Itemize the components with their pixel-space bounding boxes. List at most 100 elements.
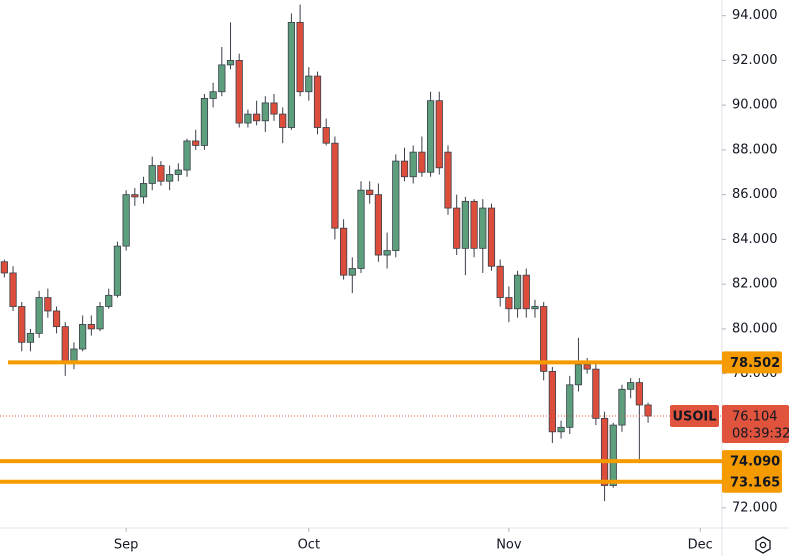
- symbol-box: [670, 405, 719, 428]
- y-tick-label: 72.000: [732, 500, 778, 515]
- candle-body: [313, 75, 322, 128]
- candle-body: [139, 183, 148, 198]
- candle-body: [635, 382, 643, 406]
- candle-body: [244, 113, 252, 124]
- candle-body: [9, 272, 17, 307]
- level-label: 74.090: [730, 455, 780, 470]
- settings-button[interactable]: [755, 536, 771, 554]
- candle-body: [531, 306, 539, 310]
- candle-body: [496, 265, 504, 298]
- candle-body: [209, 91, 217, 99]
- candle-body: [131, 194, 139, 198]
- candle-body: [470, 200, 478, 249]
- candle-body: [644, 404, 652, 417]
- candle-body: [426, 100, 435, 173]
- candle-body: [166, 174, 174, 182]
- countdown-label: 08:39:32: [732, 427, 789, 442]
- y-tick-label: 94.000: [732, 8, 778, 23]
- candle-body: [253, 113, 261, 122]
- level-label-box: [722, 470, 782, 493]
- candle-body: [122, 194, 130, 247]
- candle-body: [566, 384, 574, 428]
- candle-body: [479, 207, 487, 249]
- x-tick-label: Oct: [298, 538, 320, 553]
- candle-body: [444, 151, 452, 209]
- candle-body: [296, 21, 304, 93]
- candle-body: [392, 160, 400, 251]
- y-tick-label: 88.000: [732, 142, 778, 157]
- settings-icon-center: [759, 541, 767, 549]
- candle-body: [235, 60, 243, 124]
- candle-body: [574, 364, 583, 386]
- candle-body: [331, 142, 339, 229]
- candle-body: [322, 127, 330, 144]
- candle-body: [609, 424, 617, 486]
- symbol-label: USOIL: [672, 410, 716, 425]
- candle-body: [513, 274, 522, 310]
- y-tick-label: 80.000: [732, 321, 778, 336]
- candle-body: [583, 364, 591, 370]
- candle-body: [148, 165, 156, 184]
- candle-body: [557, 426, 565, 433]
- candle-body: [61, 326, 69, 363]
- candle-body: [96, 306, 104, 330]
- candle-body: [157, 165, 165, 182]
- candle-body: [453, 207, 461, 249]
- candle-body: [0, 261, 8, 274]
- last-price-label: 76.104: [732, 410, 778, 425]
- candle-body: [305, 75, 313, 93]
- candle-body: [592, 368, 600, 419]
- candle-body: [627, 382, 635, 390]
- y-tick-label: 90.000: [732, 98, 778, 113]
- y-tick-label: 84.000: [732, 232, 778, 247]
- candle-body: [409, 151, 417, 178]
- candle-body: [618, 388, 626, 426]
- candle-body: [487, 207, 496, 267]
- candle-body: [522, 274, 530, 310]
- candle-body: [174, 169, 182, 175]
- candle-body: [183, 140, 191, 171]
- candle-body: [366, 189, 374, 196]
- candle-body: [261, 102, 269, 122]
- candle-body: [26, 332, 35, 343]
- x-tick-label: Sep: [114, 538, 139, 553]
- candle-body: [105, 294, 113, 307]
- candle-body: [226, 60, 235, 66]
- candle-body: [44, 297, 52, 312]
- candle-body: [435, 100, 443, 169]
- level-label-box: [722, 450, 782, 473]
- candle-body: [383, 250, 391, 256]
- candle-body: [200, 98, 209, 146]
- candle-body: [400, 160, 409, 178]
- candle-body: [418, 151, 426, 173]
- candle-body: [270, 102, 278, 115]
- candle-body: [357, 189, 365, 269]
- candle-body: [113, 245, 122, 296]
- candle-body: [461, 200, 469, 249]
- candle-body: [348, 268, 356, 276]
- candle-body: [79, 324, 87, 350]
- candle-body: [87, 324, 95, 330]
- last-price-box: [722, 405, 789, 444]
- candle-body: [52, 310, 61, 328]
- level-label-box: [722, 351, 782, 374]
- level-label: 78.502: [730, 356, 780, 371]
- candle-body: [35, 297, 43, 334]
- candle-body: [548, 370, 556, 433]
- settings-icon: [755, 536, 771, 554]
- candle-body: [279, 113, 287, 128]
- candle-body: [18, 306, 26, 343]
- level-label: 73.165: [730, 475, 780, 490]
- y-tick-label: 86.000: [732, 187, 778, 202]
- y-tick-label: 82.000: [732, 277, 778, 292]
- candle-body: [218, 64, 226, 93]
- y-tick-label: 92.000: [732, 53, 778, 68]
- candle-body: [540, 306, 548, 372]
- candle-body: [374, 194, 382, 256]
- candle-body: [287, 21, 296, 128]
- x-tick-label: Nov: [496, 538, 522, 553]
- x-tick-label: Dec: [688, 538, 713, 553]
- candle-body: [505, 297, 513, 310]
